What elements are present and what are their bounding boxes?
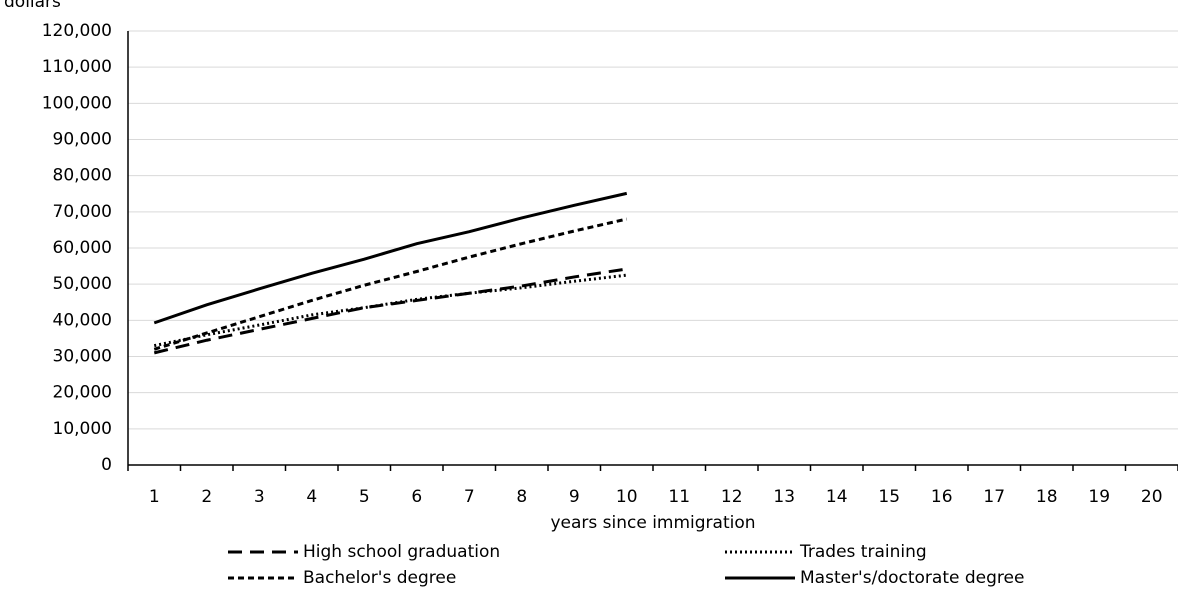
legend-label: Bachelor's degree bbox=[303, 568, 456, 588]
y-tick-label: 120,000 bbox=[42, 21, 112, 41]
x-axis-label: years since immigration bbox=[550, 513, 755, 533]
y-tick-label: 0 bbox=[101, 455, 112, 475]
y-tick-label: 60,000 bbox=[53, 238, 112, 258]
y-tick-label: 40,000 bbox=[53, 310, 112, 330]
series-line bbox=[153, 273, 627, 348]
x-tick-label: 11 bbox=[668, 487, 690, 507]
legend-label: Master's/doctorate degree bbox=[800, 568, 1024, 588]
x-tick-label: 12 bbox=[721, 487, 743, 507]
y-tick-label: 20,000 bbox=[53, 383, 112, 403]
y-tick-label: 70,000 bbox=[53, 202, 112, 222]
series-line bbox=[153, 191, 628, 325]
y-tick-label: 110,000 bbox=[42, 57, 112, 77]
legend-label: High school graduation bbox=[303, 542, 500, 562]
x-tick-label: 8 bbox=[516, 487, 527, 507]
x-tick-label: 6 bbox=[411, 487, 422, 507]
legend-label: Trades training bbox=[799, 542, 927, 562]
y-tick-label: 30,000 bbox=[53, 347, 112, 367]
x-tick-label: 19 bbox=[1088, 487, 1110, 507]
x-tick-label: 18 bbox=[1036, 487, 1058, 507]
x-tick-label: 14 bbox=[826, 487, 848, 507]
y-tick-label: 90,000 bbox=[53, 130, 112, 150]
series-line bbox=[153, 217, 628, 351]
y-tick-label: 80,000 bbox=[53, 166, 112, 186]
y-tick-label: 50,000 bbox=[53, 274, 112, 294]
x-tick-label: 16 bbox=[931, 487, 953, 507]
x-tick-label: 15 bbox=[878, 487, 900, 507]
x-tick-label: 13 bbox=[773, 487, 795, 507]
x-tick-label: 17 bbox=[983, 487, 1005, 507]
x-tick-label: 5 bbox=[359, 487, 370, 507]
series-line bbox=[153, 267, 627, 355]
x-tick-label: 9 bbox=[569, 487, 580, 507]
y-tick-label: 10,000 bbox=[53, 419, 112, 439]
x-tick-label: 4 bbox=[306, 487, 317, 507]
x-tick-label: 2 bbox=[201, 487, 212, 507]
x-tick-label: 1 bbox=[149, 487, 160, 507]
x-tick-label: 3 bbox=[254, 487, 265, 507]
y-axis-label: dollars bbox=[4, 0, 61, 12]
x-tick-label: 7 bbox=[464, 487, 475, 507]
x-tick-label: 20 bbox=[1141, 487, 1163, 507]
y-tick-label: 100,000 bbox=[42, 93, 112, 113]
x-tick-label: 10 bbox=[616, 487, 638, 507]
